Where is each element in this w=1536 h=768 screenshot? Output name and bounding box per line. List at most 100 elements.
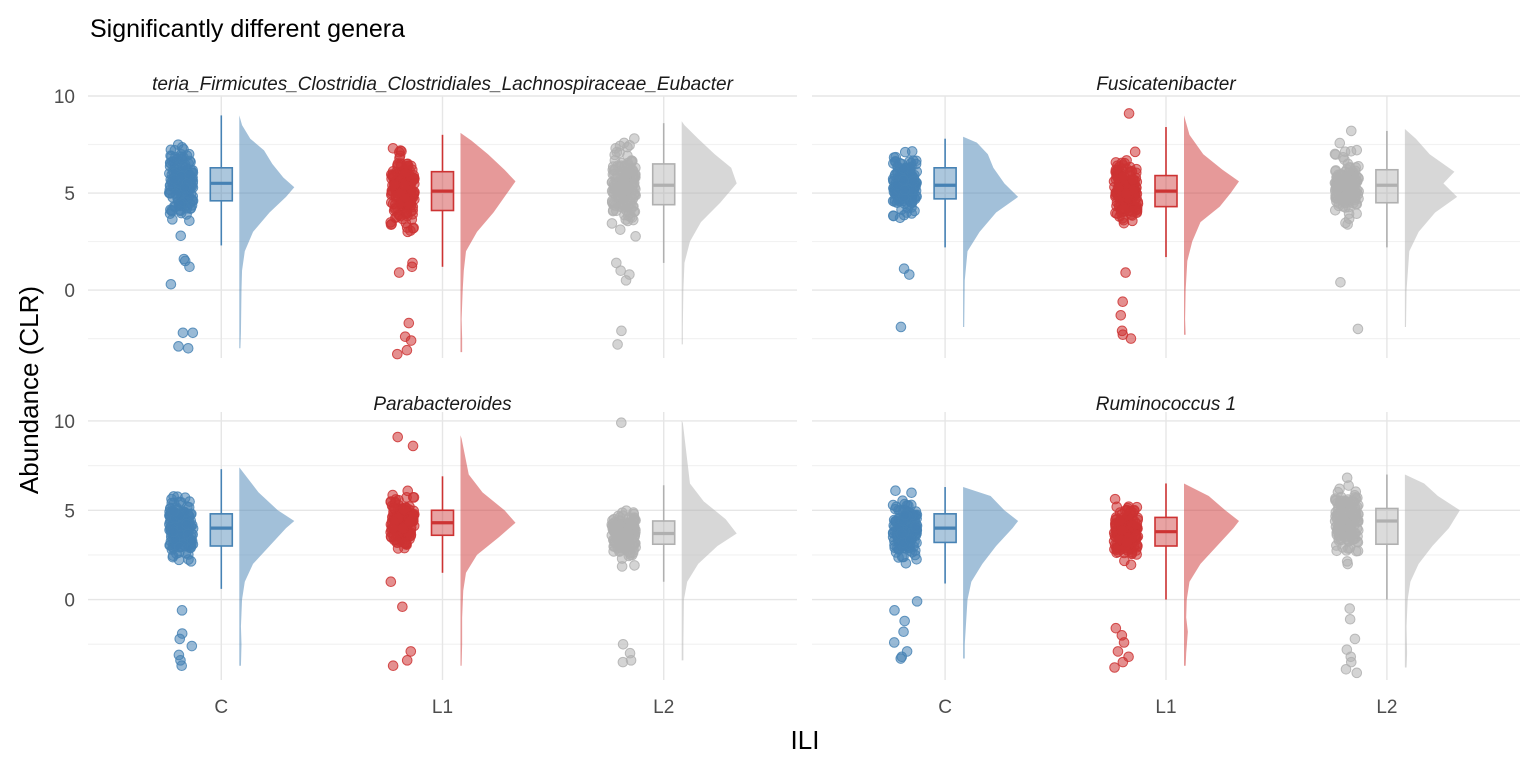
data-point (899, 509, 911, 521)
data-point (1344, 603, 1356, 614)
y-axis-label: Abundance (CLR) (14, 286, 44, 494)
data-point (1335, 515, 1347, 527)
data-point (175, 230, 187, 242)
data-point (630, 231, 641, 242)
data-point (174, 541, 185, 553)
data-point (176, 605, 188, 616)
data-point (405, 646, 417, 657)
data-point (169, 200, 180, 212)
data-point (182, 342, 194, 354)
data-point (626, 155, 637, 166)
data-point (408, 492, 420, 503)
x-axis-label: ILI (791, 725, 820, 755)
data-point (1336, 506, 1348, 517)
data-point (1116, 525, 1128, 537)
data-point (404, 516, 416, 527)
data-point (617, 638, 629, 650)
x-tick-label: C (214, 697, 228, 718)
data-point (906, 499, 917, 511)
data-point (1349, 633, 1361, 645)
data-point (185, 203, 196, 215)
data-point (1127, 174, 1139, 186)
data-point (1345, 527, 1357, 538)
facet-panel: 0 5 10 C L1 L2 Parabacteroides (54, 394, 797, 718)
data-point (407, 440, 419, 452)
density-half-violin (681, 420, 737, 661)
data-point (1334, 483, 1345, 495)
data-point (904, 534, 916, 545)
group-C (164, 467, 295, 672)
data-point (388, 523, 399, 534)
density-half-violin (963, 136, 1019, 327)
data-point (1117, 296, 1129, 308)
data-point (392, 431, 404, 443)
data-point (906, 487, 917, 499)
data-point (1352, 323, 1364, 335)
y-tick-label: 5 (64, 501, 75, 522)
box-iqr (1375, 507, 1399, 546)
data-point (907, 176, 919, 187)
data-point (1125, 333, 1137, 344)
data-point (1123, 108, 1135, 119)
data-point (1345, 125, 1357, 137)
density-half-violin (681, 121, 737, 345)
data-point (609, 526, 620, 537)
data-point (1117, 656, 1129, 668)
data-point (1110, 622, 1122, 634)
data-point (393, 267, 405, 278)
data-point (1352, 545, 1364, 557)
data-point (187, 327, 199, 339)
data-point (165, 278, 177, 290)
data-point (1350, 506, 1362, 518)
data-point (623, 182, 634, 194)
box-iqr (209, 513, 234, 547)
data-point (387, 660, 399, 672)
data-point (1131, 163, 1142, 175)
data-point (1118, 217, 1130, 229)
data-point (186, 640, 198, 652)
data-point (407, 257, 418, 269)
data-point (1340, 663, 1352, 675)
data-point (1339, 146, 1351, 158)
data-point (403, 317, 415, 329)
data-point (409, 178, 420, 190)
data-point (1350, 187, 1361, 199)
data-point (401, 344, 413, 356)
x-tick-label: L1 (1155, 697, 1176, 718)
panel-title: Parabacteroides (373, 394, 512, 415)
data-point (896, 528, 907, 539)
facet-panels: 0 5 10 teria_Firmicutes_Clostridia_Clostrid… (54, 74, 1520, 718)
data-point (1128, 505, 1140, 517)
data-point (910, 521, 922, 533)
facet-panel: 0 5 10 teria_Firmicutes_Clostridia_Clostrid… (54, 74, 797, 360)
density-half-violin (1404, 128, 1458, 327)
data-point (625, 549, 636, 561)
data-point (1331, 545, 1343, 557)
facet-panel: Fusicatenibacter (812, 74, 1520, 358)
data-point (611, 257, 622, 269)
y-tick-label: 0 (64, 281, 75, 302)
data-point (1334, 496, 1346, 507)
data-point (397, 523, 409, 534)
data-point (167, 551, 179, 563)
group-L2 (1329, 472, 1460, 679)
data-point (629, 560, 640, 571)
density-half-violin (1184, 115, 1239, 335)
data-point (177, 327, 189, 339)
y-tick-label: 0 (64, 591, 75, 612)
data-point (911, 596, 923, 607)
data-point (614, 147, 625, 159)
data-point (1341, 545, 1352, 556)
y-tick-label: 5 (64, 184, 75, 205)
data-point (608, 546, 619, 557)
data-point (899, 184, 911, 196)
data-point (616, 561, 628, 572)
data-point (181, 518, 192, 530)
data-point (385, 576, 397, 588)
data-point (895, 653, 907, 664)
data-point (1114, 516, 1125, 527)
data-point (1118, 203, 1130, 214)
data-point (1111, 544, 1123, 556)
data-point (1121, 537, 1133, 548)
